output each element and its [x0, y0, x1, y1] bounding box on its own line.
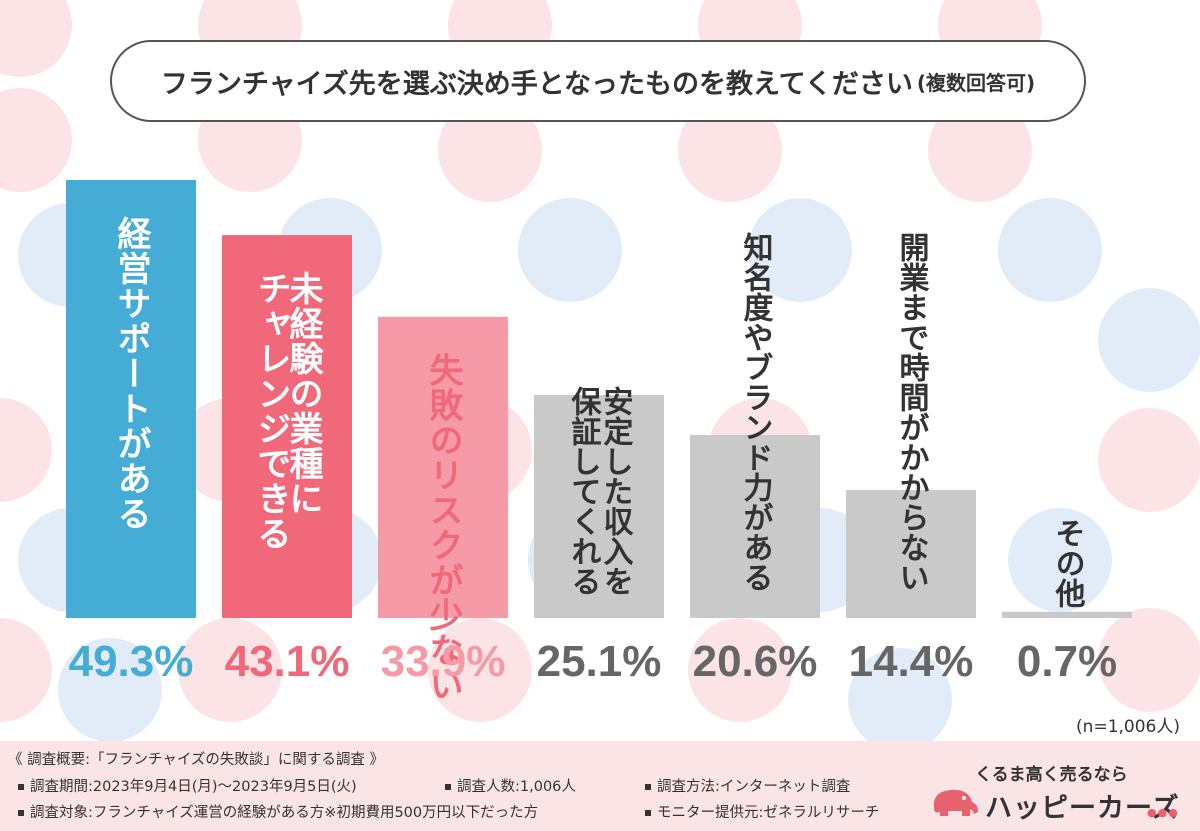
- bar-category-label: 安定した収入を: [598, 386, 634, 596]
- sample-size-note: (n=1,006人): [1076, 717, 1180, 737]
- bar-value-label: 20.6%: [693, 637, 818, 686]
- background-dot: [58, 638, 162, 742]
- chart-title: フランチャイズ先を選ぶ決め手となったものを教えてください: [160, 68, 913, 100]
- bar: [378, 316, 508, 618]
- bar: [534, 395, 664, 618]
- bar-category-label: 開業まで時間がかからない: [894, 232, 930, 592]
- survey-provider-row: モニター提供元:ゼネラルリサーチ: [645, 801, 879, 822]
- background-dot: [748, 198, 852, 302]
- background-dot: [0, 398, 52, 502]
- survey-provider: モニター提供元:ゼネラルリサーチ: [657, 805, 880, 821]
- background-dot: [928, 98, 1032, 202]
- chart-subtitle: (複数回答可): [916, 70, 1036, 95]
- survey-count-row: 調査人数:1,006人: [445, 775, 576, 796]
- bar-value-label: 14.4%: [849, 637, 974, 686]
- background-dot: [0, 0, 72, 77]
- survey-method: 調査方法:インターネット調査: [657, 779, 851, 795]
- survey-method-row: 調査方法:インターネット調査: [645, 775, 850, 796]
- logo-name: ハッピーカーズ: [985, 793, 1180, 824]
- background-dot: [848, 648, 952, 752]
- background-dot: [1098, 608, 1200, 712]
- background-dot: [998, 198, 1102, 302]
- background-dot: [1098, 288, 1200, 392]
- survey-footer: [0, 741, 1200, 831]
- bar-value-label: 33.9%: [381, 637, 506, 686]
- bullet-icon: [645, 784, 651, 790]
- survey-period: 調査期間:2023年9月4日(月)〜2023年9月5日(火): [30, 779, 357, 795]
- background-dot: [0, 618, 52, 722]
- bar-category-label: 未経験の業種に: [283, 271, 323, 516]
- background-dot: [518, 198, 622, 302]
- survey-period-row: 調査期間:2023年9月4日(月)〜2023年9月5日(火): [18, 775, 357, 796]
- bar-value-label: 25.1%: [537, 637, 662, 686]
- elephant-logo-icon: [933, 789, 978, 816]
- background-dot: [438, 98, 542, 202]
- bar: [1002, 611, 1132, 618]
- survey-overview: 《 調査概要:「フランチャイズの失敗談」に関する調査 》: [8, 752, 385, 768]
- bar: [66, 180, 196, 618]
- title-box: フランチャイズ先を選ぶ決め手となったものを教えてください (複数回答可): [110, 40, 1086, 122]
- bar-category-label: 保証してくれる: [566, 386, 602, 596]
- background-dot: [1098, 408, 1200, 512]
- survey-target: 調査対象:フランチャイズ運営の経験がある方※初期費用500万円以下だった方: [30, 805, 539, 821]
- bullet-icon: [18, 810, 24, 816]
- background-dot: [688, 618, 792, 722]
- survey-target-row: 調査対象:フランチャイズ運営の経験がある方※初期費用500万円以下だった方: [18, 801, 538, 822]
- bar-value-label: 49.3%: [69, 637, 194, 686]
- background-dot: [178, 618, 282, 722]
- bar-category-label: 知名度やブランド力がある: [738, 232, 774, 592]
- bar-value-label: 43.1%: [225, 637, 350, 686]
- bar-category-label: その他: [1050, 518, 1087, 608]
- bar-category-label: チャレンジできる: [251, 271, 291, 551]
- bullet-icon: [645, 810, 651, 816]
- bar: [690, 434, 820, 618]
- bar-value-label: 0.7%: [1017, 637, 1117, 686]
- bar: [222, 235, 352, 618]
- background-dot: [0, 88, 72, 192]
- bullet-icon: [445, 784, 451, 790]
- survey-count: 調査人数:1,006人: [457, 779, 576, 795]
- bar-category-label: 経営サポートがある: [111, 216, 151, 531]
- bar-category-label: 失敗のリスクが少ない: [423, 353, 463, 703]
- bullet-icon: [18, 784, 24, 790]
- bar: [846, 490, 976, 618]
- logo-tagline: くるま高く売るなら: [975, 765, 1128, 785]
- background-dot: [1008, 508, 1112, 612]
- logo-dots: ●●●: [1147, 806, 1179, 819]
- background-dot: [428, 618, 532, 722]
- background-dot: [678, 98, 782, 202]
